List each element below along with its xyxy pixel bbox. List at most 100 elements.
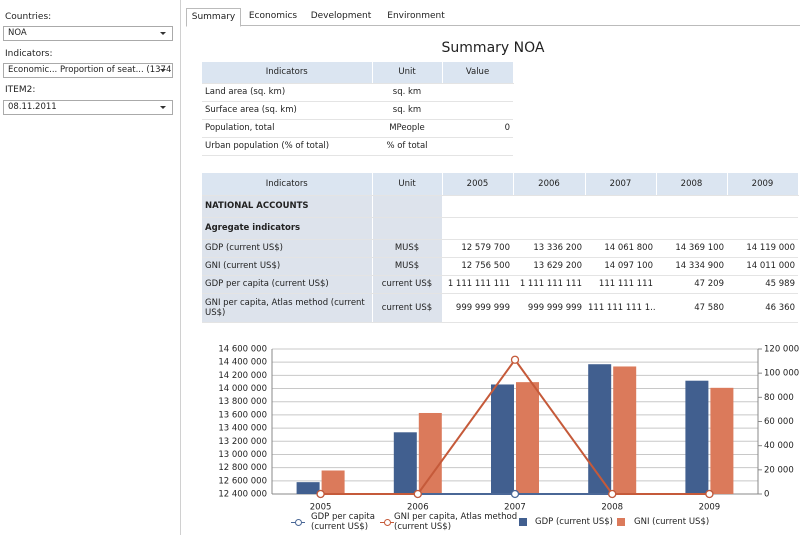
legend-label: GNI (current US$): [634, 517, 710, 527]
tab[interactable]: Environment: [387, 11, 445, 21]
cell: current US$: [372, 293, 443, 323]
tab-strip-line: [186, 25, 800, 26]
legend-label: GDP (current US$): [535, 517, 613, 527]
line-marker: [413, 489, 422, 499]
dropdown[interactable]: NOA: [3, 26, 173, 41]
header-cell: 2006: [513, 173, 586, 196]
cell: [513, 217, 585, 240]
header-cell: Indicators: [202, 173, 373, 196]
cell: Surface area (sq. km): [202, 101, 372, 120]
legend-marker: [295, 519, 302, 526]
tab[interactable]: Economics: [248, 11, 298, 21]
cell: [585, 195, 656, 218]
header-cell: Unit: [372, 173, 443, 196]
cell: current US$: [372, 275, 443, 294]
dropdown[interactable]: Economic... Proportion of seat... (1374): [3, 63, 173, 78]
cell: % of total: [372, 137, 442, 156]
sidebar: [0, 0, 181, 535]
bar: [613, 366, 637, 494]
cell: 13 629 200: [513, 257, 585, 276]
x-tick-label: 2006: [407, 503, 429, 511]
table2: Indicators Unit 2005 2006 2007 2008 2009 NATION…: [202, 173, 799, 323]
cell: MPeople: [372, 119, 442, 138]
cell: [442, 217, 513, 240]
y-tick-label: 12 800 000: [218, 463, 267, 473]
y2-tick-label: 60 000: [764, 417, 794, 427]
cell: [656, 217, 727, 240]
cell: [442, 137, 513, 156]
y2-tick-label: 100 000: [764, 369, 799, 379]
cell: [442, 101, 513, 120]
field-label: ITEM2:: [5, 85, 36, 95]
cell: 14 061 800: [585, 239, 656, 258]
bar: [393, 432, 417, 494]
cell: [442, 195, 513, 218]
cell: 13 336 200: [513, 239, 585, 258]
line-marker: [608, 489, 617, 499]
cell: 12 579 700: [442, 239, 513, 258]
cell: 14 334 900: [656, 257, 727, 276]
cell: 0: [442, 119, 513, 138]
cell: [372, 217, 443, 240]
y-tick-label: 13 000 000: [218, 450, 267, 460]
cell: GDP (current US$): [202, 239, 373, 258]
dropdown[interactable]: 08.11.2011: [3, 100, 173, 115]
cell: sq. km: [372, 101, 442, 120]
y2-tick-label: 120 000: [764, 345, 799, 355]
cell: 45 989: [727, 275, 798, 294]
cell: 12 756 500: [442, 257, 513, 276]
header-cell: Value: [442, 62, 514, 84]
y-tick-label: 12 400 000: [218, 490, 267, 500]
cell: 14 011 000: [727, 257, 798, 276]
legend-label: GDP per capita (current US$): [311, 512, 375, 532]
cell: GNI per capita, Atlas method (current US…: [202, 293, 373, 323]
x-tick-label: 2005: [310, 503, 332, 511]
cell: [442, 83, 513, 102]
field-label: Indicators:: [5, 49, 53, 59]
tab[interactable]: Development: [310, 11, 372, 21]
chart: 12 400 000 12 600 000 12 800 000 13 000 000…: [218, 345, 799, 511]
page-title: Summary NOA: [441, 40, 545, 56]
cell: NATIONAL ACCOUNTS: [202, 195, 373, 218]
y-tick-label: 14 600 000: [218, 345, 267, 355]
y-tick-label: 13 200 000: [218, 437, 267, 447]
legend-marker: [384, 519, 391, 526]
line-marker: [705, 489, 714, 499]
bar: [588, 364, 612, 494]
table1: Indicators Unit Value Land area (sq. km) sq.…: [202, 62, 514, 156]
line-marker: [510, 355, 520, 364]
cell: Land area (sq. km): [202, 83, 372, 102]
header-cell: Indicators: [202, 62, 373, 84]
bar: [491, 384, 514, 494]
field-label: Countries:: [5, 12, 52, 22]
y2-tick-label: 40 000: [764, 441, 794, 451]
cell: 14 369 100: [656, 239, 727, 258]
cell: 111 111 111 1...: [585, 293, 656, 323]
header-cell: 2009: [727, 173, 799, 196]
cell: 111 111 111: [585, 275, 656, 294]
cell: 14 097 100: [585, 257, 656, 276]
cell: 14 119 000: [727, 239, 798, 258]
cell: Agregate indicators: [202, 217, 373, 240]
y-tick-label: 12 600 000: [218, 476, 267, 486]
header-cell: 2008: [656, 173, 728, 196]
y-tick-label: 14 200 000: [218, 371, 267, 381]
legend-label: GNI per capita, Atlas method (current US…: [394, 512, 518, 532]
cell: [513, 195, 585, 218]
y2-tick-label: 20 000: [764, 465, 794, 475]
legend-swatch: [519, 518, 527, 526]
x-tick-label: 2007: [504, 503, 526, 511]
x-tick-label: 2009: [699, 503, 721, 511]
y-tick-label: 14 400 000: [218, 358, 267, 368]
tab[interactable]: Summary: [186, 8, 241, 27]
bar: [418, 412, 442, 494]
cell: 1 111 111 111: [442, 275, 513, 294]
x-tick-label: 2008: [601, 503, 623, 511]
bar: [516, 382, 539, 494]
cell: MUS$: [372, 239, 443, 258]
cell: Urban population (% of total): [202, 137, 372, 156]
cell: [372, 195, 443, 218]
cell: 999 999 999: [513, 293, 585, 323]
y2-tick-label: 0: [764, 490, 769, 500]
